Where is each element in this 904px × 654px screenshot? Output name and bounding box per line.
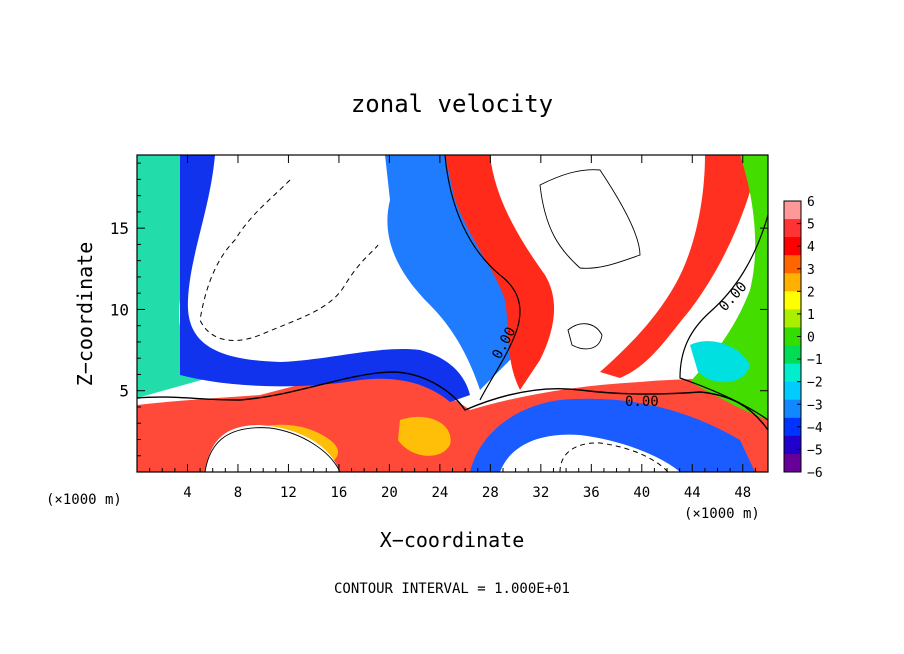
contour-dashed-lower-right (559, 442, 669, 472)
colorbar-swatch (784, 273, 801, 292)
y-axis-label: Z−coordinate (73, 242, 97, 387)
contour-label-bottom: 0.00 (625, 394, 659, 410)
contour-interval-footnote: CONTOUR INTERVAL = 1.000E+01 (334, 581, 570, 597)
y-tick-label: 5 (119, 382, 129, 401)
colorbar-swatch (784, 219, 801, 238)
central-red-jet (445, 155, 555, 390)
x-tick-label: 12 (280, 485, 297, 501)
colorbar-label: 1 (807, 308, 815, 323)
right-green-band (690, 155, 768, 420)
colorbar-swatch (784, 255, 801, 274)
right-red-jet (600, 155, 760, 378)
x-tick-label: 44 (684, 485, 701, 501)
contour-solid-lower-left (204, 427, 341, 472)
colorbar-swatch (784, 309, 801, 328)
x-tick-label: 8 (234, 485, 242, 501)
colorbar-label: 6 (807, 195, 815, 210)
colorbar-swatch (784, 345, 801, 365)
colorbar-label: −1 (807, 353, 823, 368)
chart-title: zonal velocity (351, 90, 553, 118)
colorbar-label: 5 (807, 218, 815, 233)
colorbar-label: 4 (807, 240, 815, 255)
velocity-field (137, 155, 768, 472)
contour-dashed-upper-left (199, 179, 379, 341)
x-tick-label: 48 (734, 485, 751, 501)
colorbar-swatch (784, 381, 801, 401)
contour-zero-low (137, 371, 768, 431)
lower-white-pocket-left (205, 425, 340, 472)
x-tick-label: 36 (583, 485, 600, 501)
colorbar-swatch (784, 453, 801, 473)
colorbar-swatch (784, 237, 801, 256)
colorbar-swatch (784, 291, 801, 310)
colorbar: 6 5 4 3 2 1 0 −1 −2 −3 −4 −5 −6 (783, 195, 823, 481)
colorbar-label: −2 (807, 376, 823, 391)
x-tick-label: 4 (183, 485, 191, 501)
colorbar-swatch (784, 435, 801, 455)
colorbar-swatch (784, 417, 801, 437)
x-tick-label: 24 (431, 485, 448, 501)
x-tick-label: 40 (633, 485, 650, 501)
x-axis: 4 8 12 16 20 24 28 32 36 40 44 48 (149, 155, 756, 501)
upper-left-blue-band (180, 155, 470, 402)
x-axis-label: X−coordinate (380, 528, 525, 552)
colorbar-label: −6 (807, 466, 823, 481)
colorbar-label: 3 (807, 263, 815, 278)
x-unit-left: (×1000 m) (46, 492, 122, 508)
lower-white-pocket-right (500, 434, 680, 472)
x-tick-label: 28 (482, 485, 499, 501)
colorbar-swatch (784, 399, 801, 419)
colorbar-label: −4 (807, 421, 823, 436)
colorbar-label: 2 (807, 285, 815, 300)
colorbar-label: −5 (807, 443, 823, 458)
contour-solid-upper-right (539, 169, 641, 269)
y-axis: 5 10 15 (110, 162, 768, 457)
contour-zero-central (444, 155, 521, 401)
contour-solid-small-loop (567, 323, 603, 350)
y-tick-label: 10 (110, 300, 129, 319)
colorbar-label: −3 (807, 398, 823, 413)
right-cyan-eddy (690, 341, 750, 383)
colorbar-label: 0 (807, 331, 815, 346)
central-blue-tongue (385, 155, 524, 390)
x-unit-right: (×1000 m) (684, 506, 760, 522)
colorbar-swatch (784, 201, 801, 220)
y-tick-label: 15 (110, 219, 129, 238)
colorbar-swatch (784, 327, 801, 347)
x-tick-label: 16 (330, 485, 347, 501)
contour-zero-right (679, 214, 768, 421)
x-tick-label: 32 (532, 485, 549, 501)
colorbar-swatch (784, 363, 801, 383)
x-tick-label: 20 (381, 485, 398, 501)
